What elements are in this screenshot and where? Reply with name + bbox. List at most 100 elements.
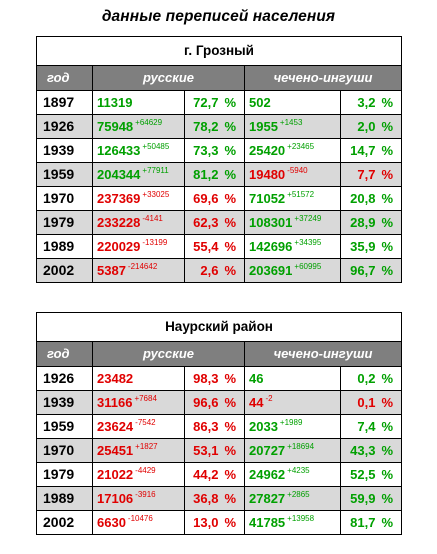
russians-count: 17106 — [97, 491, 134, 506]
year-cell: 1989 — [36, 486, 93, 511]
chechen-count-cell: 71052 +51572 — [244, 186, 341, 211]
table-row: 1959 23624 -7542 86,3% 2033 +1989 7,4% — [36, 414, 403, 439]
russians-count-cell: 23624 -7542 — [92, 414, 185, 439]
table-caption: Наурский район — [35, 312, 403, 342]
russians-percent: 72,7 — [193, 95, 219, 110]
russians-percent: 44,2 — [193, 467, 219, 482]
russians-percent: 73,3 — [193, 143, 219, 158]
header-chechen: чечено-ингуши — [243, 65, 403, 91]
chechen-percent: 3,2 — [357, 95, 376, 110]
chechen-count-cell: 41785 +13958 — [244, 510, 341, 535]
percent-sign: % — [224, 215, 236, 230]
russians-percent-cell: 96,6% — [184, 390, 245, 415]
year-cell: 2002 — [36, 258, 93, 283]
year-cell: 1939 — [36, 390, 93, 415]
chechen-count-cell: 20727 +18694 — [244, 438, 341, 463]
russians-count: 21022 — [97, 467, 134, 482]
header-year: год — [36, 65, 93, 91]
percent-sign: % — [224, 491, 236, 506]
russians-count-cell: 21022 -4429 — [92, 462, 185, 487]
percent-sign: % — [224, 419, 236, 434]
chechen-change: +4235 — [287, 466, 310, 475]
russians-percent: 13,0 — [193, 515, 219, 530]
russians-change: -13199 — [142, 238, 168, 247]
chechen-percent-cell: 20,8% — [339, 186, 403, 211]
percent-sign: % — [381, 167, 394, 182]
percent-sign: % — [224, 443, 236, 458]
russians-change: -4429 — [135, 466, 156, 475]
chechen-percent: 52,5 — [350, 467, 376, 482]
chechen-count: 20727 — [249, 443, 286, 458]
percent-sign: % — [381, 443, 394, 458]
table-row: 1970 237369 +33025 69,6% 71052 +51572 20,8… — [36, 186, 403, 211]
percent-sign: % — [381, 515, 394, 530]
chechen-percent: 14,7 — [350, 143, 376, 158]
chechen-count: 46 — [249, 371, 264, 386]
table-caption-row: Наурский район — [35, 312, 403, 342]
russians-count-cell: 5387 -214642 — [92, 258, 185, 283]
percent-sign: % — [224, 95, 236, 110]
percent-sign: % — [381, 95, 394, 110]
chechen-percent-cell: 2,0% — [339, 114, 403, 139]
russians-percent-cell: 36,8% — [184, 486, 245, 511]
russians-percent: 53,1 — [193, 443, 219, 458]
chechen-count-cell: 25420 +23465 — [244, 138, 341, 163]
chechen-change: +60995 — [294, 262, 322, 271]
percent-sign: % — [224, 395, 236, 410]
russians-count-cell: 237369 +33025 — [92, 186, 185, 211]
russians-percent: 69,6 — [193, 191, 219, 206]
russians-count: 5387 — [97, 263, 126, 278]
russians-count: 204344 — [97, 167, 141, 182]
russians-count: 220029 — [97, 239, 141, 254]
russians-percent-cell: 2,6% — [184, 258, 245, 283]
chechen-count-cell: 44 -2 — [244, 390, 341, 415]
chechen-count: 142696 — [249, 239, 293, 254]
russians-change: -4141 — [142, 214, 163, 223]
russians-percent: 62,3 — [193, 215, 219, 230]
chechen-percent-cell: 96,7% — [339, 258, 403, 283]
year-cell: 1926 — [36, 366, 93, 391]
chechen-change: -2 — [265, 394, 273, 403]
percent-sign: % — [381, 467, 394, 482]
table-header-row: год русские чечено-ингуши — [36, 65, 403, 91]
russians-count-cell: 220029 -13199 — [92, 234, 185, 259]
year-cell: 2002 — [36, 510, 93, 535]
russians-percent: 78,2 — [193, 119, 219, 134]
percent-sign: % — [224, 371, 236, 386]
chechen-count: 502 — [249, 95, 271, 110]
russians-change: -214642 — [127, 262, 158, 271]
russians-percent: 36,8 — [193, 491, 219, 506]
russians-change: -10476 — [127, 514, 153, 523]
chechen-percent-cell: 14,7% — [339, 138, 403, 163]
percent-sign: % — [224, 239, 236, 254]
table-header-row: год русские чечено-ингуши — [36, 341, 403, 367]
chechen-percent-cell: 81,7% — [339, 510, 403, 535]
chechen-percent-cell: 28,9% — [339, 210, 403, 235]
chechen-percent-cell: 7,7% — [339, 162, 403, 187]
russians-count-cell: 11319 — [92, 90, 185, 115]
chechen-count: 27827 — [249, 491, 286, 506]
header-chechen: чечено-ингуши — [243, 341, 403, 367]
chechen-count: 44 — [249, 395, 264, 410]
russians-count: 11319 — [97, 95, 133, 110]
russians-percent-cell: 86,3% — [184, 414, 245, 439]
chechen-percent: 0,2 — [357, 371, 376, 386]
russians-percent-cell: 13,0% — [184, 510, 245, 535]
table-row: 1939 126433 +50485 73,3% 25420 +23465 14,7… — [36, 138, 403, 163]
chechen-change: +2865 — [287, 490, 310, 499]
russians-count: 6630 — [97, 515, 126, 530]
percent-sign: % — [224, 515, 236, 530]
year-cell: 1926 — [36, 114, 93, 139]
page-title: данные переписей населения — [101, 8, 336, 25]
chechen-count-cell: 142696 +34395 — [244, 234, 341, 259]
chechen-count: 1955 — [249, 119, 278, 134]
russians-count-cell: 75948 +64629 — [92, 114, 185, 139]
table-row: 1989 220029 -13199 55,4% 142696 +34395 35,… — [36, 234, 403, 259]
russians-count: 233228 — [97, 215, 141, 230]
chechen-count-cell: 203691 +60995 — [244, 258, 341, 283]
percent-sign: % — [381, 395, 394, 410]
chechen-count-cell: 46 — [244, 366, 341, 391]
chechen-percent-cell: 7,4% — [339, 414, 403, 439]
russians-percent: 55,4 — [193, 239, 219, 254]
percent-sign: % — [224, 191, 236, 206]
